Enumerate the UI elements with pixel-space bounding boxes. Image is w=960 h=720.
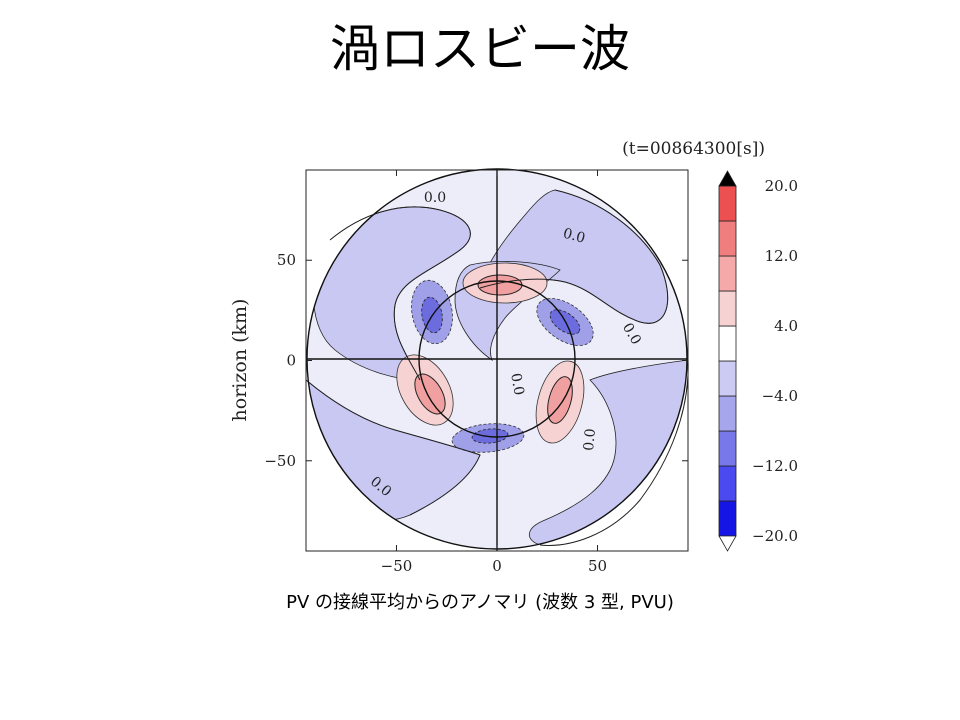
contour-lower-left — [305, 379, 481, 516]
colorbar-swatch — [718, 465, 737, 502]
colorbar-tick-label: −4.0 — [762, 387, 798, 405]
contour-label: 0.0 — [507, 372, 527, 397]
colorbar-swatch — [718, 185, 737, 222]
colorbar-swatch — [718, 290, 737, 327]
x-tick-label: 50 — [588, 557, 607, 575]
colorbar-swatch — [718, 255, 737, 292]
x-tick-label: 0 — [492, 557, 502, 575]
y-tick-label: −50 — [264, 452, 296, 470]
colorbar-tick-label: 12.0 — [765, 247, 798, 265]
plot-area: 0.0 0.0 0.0 0.0 0.0 0.0 — [305, 168, 689, 552]
colorbar-tick-label: 20.0 — [765, 177, 798, 195]
colorbar-swatch — [718, 500, 737, 537]
colorbar-min-arrow — [718, 535, 737, 552]
y-tick-label: 50 — [277, 251, 296, 269]
zero-contours — [305, 189, 689, 546]
x-axis-ticks: −50 0 50 — [381, 170, 607, 575]
colorbar-swatch — [718, 325, 737, 362]
colorbar-swatch — [718, 360, 737, 397]
contour-upper-right — [479, 189, 669, 324]
y-tick-label: 0 — [286, 352, 296, 370]
colorbar-max-arrow — [718, 170, 737, 187]
colorbar-swatch — [718, 395, 737, 432]
contour-upper-left — [329, 206, 471, 381]
colorbar-tick-label: −12.0 — [752, 457, 798, 475]
y-axis-ticks: 50 0 −50 — [264, 251, 688, 470]
colorbar-tick-label: −20.0 — [752, 527, 798, 545]
slide-title: 渦ロスビー波 — [330, 20, 630, 78]
contour-right — [539, 359, 689, 546]
colorbar-swatch — [718, 430, 737, 467]
contour-label: 0.0 — [424, 190, 446, 206]
contour-label: 0.0 — [561, 226, 587, 247]
contour-label: 0.0 — [581, 428, 599, 452]
pv-anomaly-figure: (t=00864300[s]) horizon (km) — [229, 139, 798, 575]
positive-core-top-mid — [477, 274, 523, 296]
x-tick-label: −50 — [381, 557, 413, 575]
colorbar-swatch — [718, 220, 737, 257]
timestamp-label: (t=00864300[s]) — [622, 139, 765, 159]
figure-caption: PV の接線平均からのアノマリ (波数 3 型, PVU) — [286, 592, 674, 613]
colorbar: 20.0 12.0 4.0 −4.0 −12.0 −20.0 — [718, 170, 798, 552]
y-axis-label: horizon (km) — [229, 299, 251, 422]
colorbar-tick-label: 4.0 — [774, 317, 798, 335]
